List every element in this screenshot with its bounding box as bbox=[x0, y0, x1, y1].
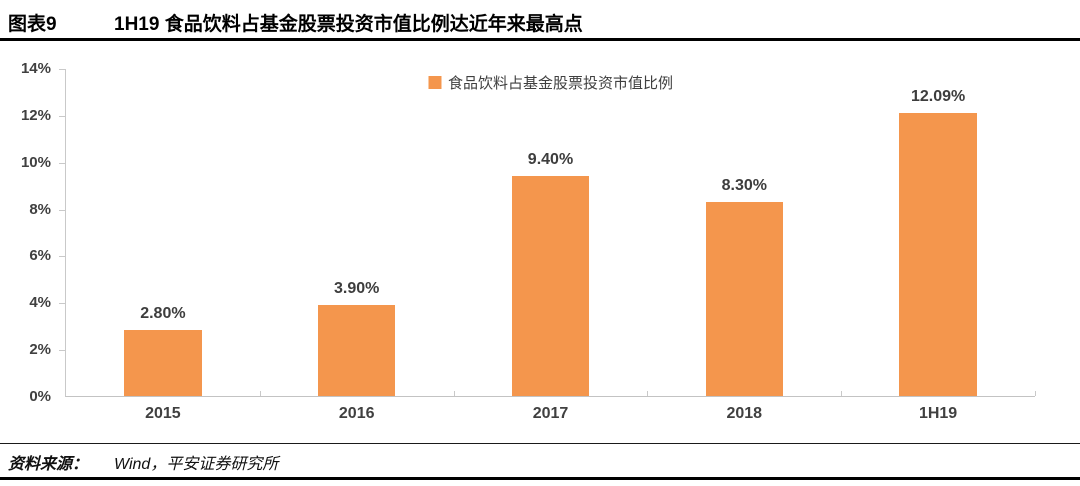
legend-square-icon bbox=[427, 76, 441, 89]
legend-label: 食品饮料占基金股票投资市值比例 bbox=[447, 75, 674, 92]
y-tick-mark bbox=[59, 209, 65, 211]
bar-value-label-2017: 9.40% bbox=[527, 150, 574, 168]
y-tick-label-0%: 0% bbox=[29, 388, 51, 405]
x-axis-label-1H19: 1H19 bbox=[918, 405, 958, 422]
y-tick-mark bbox=[59, 350, 65, 352]
y-tick-label-10%: 10% bbox=[20, 153, 51, 171]
bar-value-label-2016: 3.90% bbox=[334, 279, 380, 297]
y-tick-mark bbox=[59, 303, 65, 305]
footer-bottom-rule bbox=[0, 477, 1080, 480]
y-tick-label-14%: 14% bbox=[20, 60, 51, 77]
bar-slot-2015: 2.80% 2015 bbox=[66, 69, 260, 422]
x-tick-mark bbox=[259, 391, 261, 396]
bar-1H19 bbox=[899, 112, 977, 396]
x-tick-mark bbox=[647, 391, 649, 396]
footer-top-rule bbox=[0, 443, 1080, 444]
bar-2015 bbox=[124, 330, 202, 396]
bar-slot-2017: 9.40% 2017 bbox=[454, 69, 648, 422]
bar-2018 bbox=[705, 201, 784, 396]
bar-2017 bbox=[511, 175, 590, 396]
bar-chart-plot: 0% 2% 4% 6% 8% 10% 12% 14% 食品饮料占基金股票投资市值比例 2.80… bbox=[21, 60, 1036, 422]
chart-area: 0% 2% 4% 6% 8% 10% 12% 14% 食品饮料占基金股票投资市值比例 2.80… bbox=[0, 41, 1080, 441]
x-tick-mark bbox=[453, 391, 455, 396]
x-axis-label-2015: 2015 bbox=[145, 405, 181, 422]
bar-2016 bbox=[317, 304, 396, 396]
y-tick-label-12%: 12% bbox=[20, 106, 51, 124]
x-tick-mark bbox=[841, 391, 843, 396]
y-tick-mark bbox=[59, 256, 65, 258]
figure-footer: 资料来源： Wind，平安证券研究所 bbox=[0, 443, 1080, 486]
bar-value-label-1H19: 12.09% bbox=[910, 87, 966, 105]
bar-slot-2016: 3.90% 2016 bbox=[260, 69, 454, 422]
bar-slot-1H19: 12.09% 1H19 bbox=[841, 69, 1035, 422]
source-text: Wind，平安证券研究所 bbox=[114, 456, 279, 473]
x-axis-label-2018: 2018 bbox=[726, 405, 763, 422]
y-tick-label-4%: 4% bbox=[29, 294, 51, 312]
figure-header: 图表9 1H19 食品饮料占基金股票投资市值比例达近年来最高点 bbox=[0, 0, 1080, 41]
bar-slot-2018: 8.30% 2018 bbox=[647, 69, 841, 422]
bar-value-label-2018: 8.30% bbox=[721, 176, 767, 194]
x-axis-label-2016: 2016 bbox=[338, 405, 375, 422]
source-line: 资料来源： Wind，平安证券研究所 bbox=[8, 450, 278, 474]
x-axis-label-2017: 2017 bbox=[532, 405, 569, 422]
y-axis: 0% 2% 4% 6% 8% 10% 12% 14% bbox=[1, 60, 59, 405]
y-tick-label-2%: 2% bbox=[29, 341, 51, 359]
source-label: 资料来源： bbox=[8, 456, 89, 473]
figure-title: 1H19 食品饮料占基金股票投资市值比例达近年来最高点 bbox=[114, 14, 583, 35]
figure-number: 图表9 bbox=[8, 14, 57, 35]
y-tick-mark bbox=[59, 69, 65, 70]
y-tick-mark bbox=[59, 162, 65, 164]
title-divider-rule bbox=[0, 38, 1080, 41]
y-tick-mark bbox=[59, 115, 65, 117]
y-tick-label-8%: 8% bbox=[29, 200, 51, 218]
x-tick-mark bbox=[1035, 391, 1036, 396]
y-tick-label-6%: 6% bbox=[29, 247, 51, 265]
bar-value-label-2015: 2.80% bbox=[140, 305, 186, 323]
chart-legend: 食品饮料占基金股票投资市值比例 bbox=[427, 72, 674, 93]
